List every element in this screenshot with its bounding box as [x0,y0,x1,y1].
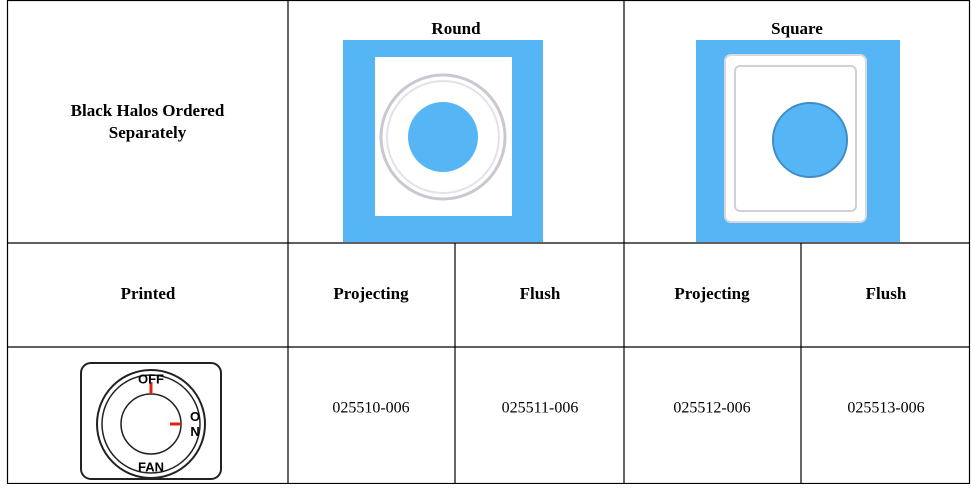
subheader: Printed [121,284,176,303]
group-header: Round [431,19,481,38]
printed-icon: OFF ON FAN [80,362,222,480]
subheader: Projecting [674,284,750,303]
icon-label: ON [188,409,203,439]
part-number: 025510-006 [332,400,409,417]
subheader: Flush [520,284,561,303]
corner-cell: Black Halos Ordered Separately [70,101,225,142]
part-number: 025511-006 [502,400,579,417]
square-halo-image [696,40,900,242]
group-header: Square [771,19,823,38]
subheader: Flush [866,284,907,303]
part-number: 025513-006 [847,400,924,417]
round-halo-image [343,40,543,242]
subheader: Projecting [333,284,409,303]
corner-text: Black Halos Ordered Separately [70,101,225,142]
icon-label: OFF [138,371,164,386]
icon-label: FAN [138,459,164,474]
part-number: 025512-006 [673,400,750,417]
